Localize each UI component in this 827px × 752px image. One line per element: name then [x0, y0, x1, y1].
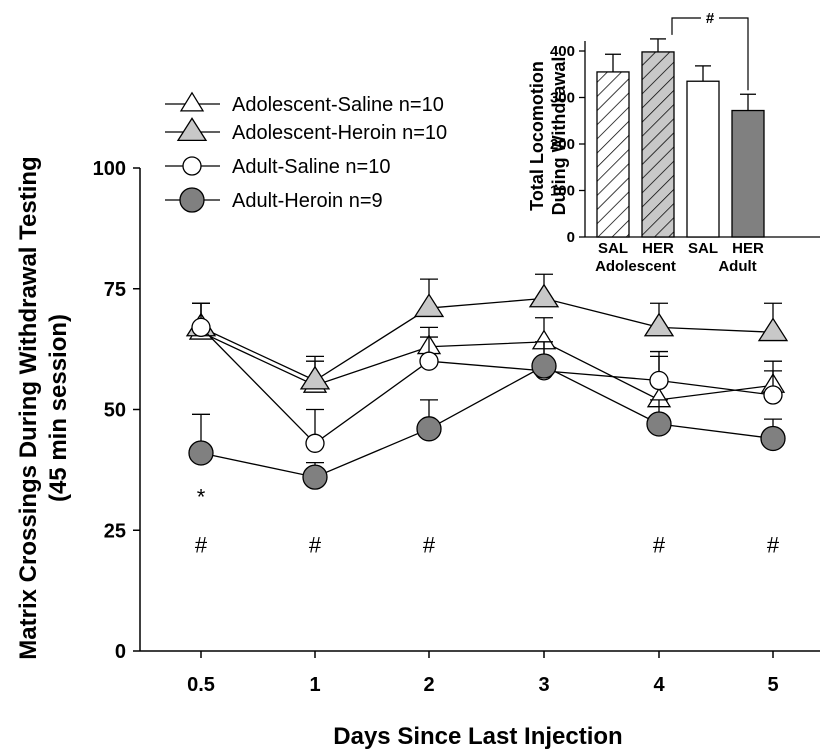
- legend-label: Adolescent-Saline n=10: [232, 94, 444, 116]
- data-point: [646, 411, 672, 437]
- data-point: [413, 293, 445, 318]
- significance-hash: #: [423, 533, 436, 558]
- main-ticks: 0 25 50 75 100 0.5 1 2 3 4 5: [93, 158, 779, 696]
- inset-group-label: Adult: [718, 258, 756, 275]
- x-axis-label: Days Since Last Injection: [333, 723, 622, 750]
- legend-marker: [182, 156, 202, 176]
- legend-marker: [179, 187, 205, 213]
- inset-y-tick-label: 300: [550, 90, 575, 107]
- x-tick-label: 2: [423, 674, 434, 696]
- y-tick-label: 100: [93, 158, 126, 180]
- x-tick-label: 0.5: [187, 674, 215, 696]
- data-point: [643, 312, 675, 337]
- data-point: [305, 433, 325, 453]
- inset-bar: [686, 80, 720, 238]
- inset-category-label: SAL: [598, 240, 628, 257]
- legend-marker: [179, 91, 205, 112]
- data-point: [757, 317, 789, 342]
- inset-bar: [641, 51, 675, 238]
- inset-category-label: SAL: [688, 240, 718, 257]
- data-point: [649, 370, 669, 391]
- significance-hash: #: [195, 533, 208, 558]
- data-point: [191, 317, 211, 338]
- legend: Adolescent-Saline n=10 Adolescent-Heroin …: [165, 91, 447, 213]
- inset-significance-hash: #: [706, 10, 715, 27]
- legend-label: Adolescent-Heroin n=10: [232, 122, 447, 144]
- x-tick-label: 3: [538, 674, 549, 696]
- main-axes: [139, 168, 820, 652]
- series-line: [200, 365, 774, 478]
- series-0: [188, 302, 786, 408]
- data-point: [188, 440, 214, 466]
- significance-hash: #: [653, 533, 666, 558]
- inset-bar: [596, 71, 630, 238]
- y-axis-label-line2: (45 min session): [45, 314, 72, 502]
- inset-y-axis-label-line2: During Withdrawal: [549, 57, 569, 216]
- data-point: [763, 385, 783, 405]
- inset-bar: [731, 109, 765, 238]
- legend-marker: [176, 117, 208, 142]
- data-point: [416, 416, 442, 442]
- y-tick-label: 75: [104, 279, 126, 301]
- legend-label: Adult-Saline n=10: [232, 156, 390, 178]
- inset-group-label: Adolescent: [595, 258, 676, 275]
- series-line: [200, 331, 774, 401]
- y-axis-label: Matrix Crossings During Withdrawal Testi…: [15, 156, 42, 659]
- inset-category-label: HER: [732, 240, 764, 257]
- data-point: [419, 351, 439, 371]
- significance-bracket: [671, 17, 749, 91]
- data-point: [302, 464, 328, 490]
- main-annotations: * # # # # #: [195, 484, 780, 557]
- inset-y-tick-label: 100: [550, 183, 575, 200]
- significance-hash: #: [767, 533, 780, 558]
- inset-category-label: HER: [642, 240, 674, 257]
- significance-hash: #: [309, 533, 322, 558]
- significance-bracket-gap: [701, 9, 719, 25]
- y-tick-label: 25: [104, 520, 126, 542]
- inset-y-tick-label: 0: [567, 229, 575, 246]
- legend-label: Adult-Heroin n=9: [232, 190, 383, 212]
- inset-y-axis-label: Total Locomotion: [527, 61, 547, 211]
- series-line: [200, 297, 774, 382]
- data-point: [528, 283, 560, 308]
- data-point: [299, 365, 331, 390]
- series-2: [191, 302, 783, 453]
- significance-asterisk: *: [197, 484, 206, 509]
- inset-y-tick-label: 200: [550, 136, 575, 153]
- y-tick-label: 50: [104, 400, 126, 422]
- series-3: [188, 341, 786, 490]
- main-series: [185, 273, 789, 490]
- inset-y-tick-label: 400: [550, 43, 575, 60]
- series-line: [200, 326, 774, 445]
- y-tick-label: 0: [115, 641, 126, 663]
- x-tick-label: 4: [653, 674, 665, 696]
- x-tick-label: 1: [309, 674, 320, 696]
- inset-ticks: 0 100 200 300 400: [550, 43, 585, 246]
- main-chart: 0 25 50 75 100 0.5 1 2 3 4 5 * # # # # # Days Since Las…: [15, 91, 820, 750]
- x-tick-label: 5: [767, 674, 778, 696]
- series-1: [185, 273, 789, 390]
- data-point: [531, 353, 557, 379]
- data-point: [760, 425, 786, 452]
